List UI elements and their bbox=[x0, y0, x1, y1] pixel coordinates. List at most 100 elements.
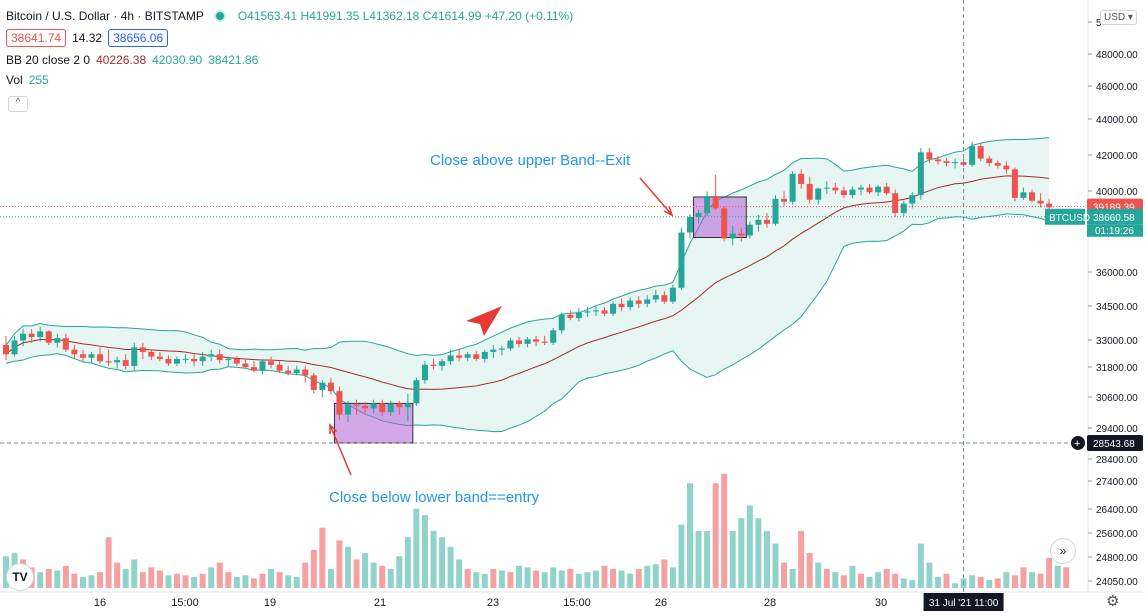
price-tick-label: 27400.00 bbox=[1096, 477, 1138, 488]
volume-bar bbox=[122, 568, 129, 588]
candle-body bbox=[421, 364, 428, 381]
volume-bar bbox=[182, 575, 189, 588]
symbol-price-tag-bg bbox=[1087, 208, 1143, 225]
volume-bar bbox=[379, 565, 386, 588]
volume-bar bbox=[71, 573, 78, 588]
plus-icon: + bbox=[1074, 438, 1080, 450]
volume-bar bbox=[815, 562, 822, 588]
candle-body bbox=[610, 303, 617, 314]
volume-bar bbox=[276, 572, 283, 588]
volume-bar bbox=[148, 567, 155, 588]
price-axis-tick: 25600.00 bbox=[1088, 529, 1138, 540]
volume-bar bbox=[310, 549, 317, 588]
volume-bar bbox=[114, 562, 121, 588]
candle-body bbox=[464, 354, 471, 358]
tradingview-logo-icon[interactable]: TV bbox=[6, 563, 34, 591]
settings-gear-icon[interactable]: ⚙ bbox=[1106, 593, 1120, 610]
candle-body bbox=[456, 355, 463, 358]
candle-body bbox=[986, 158, 993, 164]
candle-body bbox=[413, 380, 420, 404]
volume-bar bbox=[524, 567, 531, 588]
candle-body bbox=[208, 354, 215, 357]
volume-bar bbox=[250, 578, 257, 588]
candle-body bbox=[755, 219, 762, 225]
volume-bar bbox=[79, 576, 86, 588]
price-tick-label: 36000.00 bbox=[1096, 268, 1138, 279]
volume-bar bbox=[105, 537, 112, 588]
candle-body bbox=[909, 195, 916, 204]
candle-body bbox=[430, 364, 437, 366]
candle-body bbox=[122, 360, 129, 366]
candle-body bbox=[524, 339, 531, 344]
candle-body bbox=[216, 354, 223, 361]
candle-body bbox=[712, 196, 719, 209]
price-axis-tick: 40000.00 bbox=[1088, 187, 1138, 198]
price-tick-label: 40000.00 bbox=[1096, 187, 1138, 198]
symbol-tag-bg bbox=[1045, 208, 1085, 225]
sell-price-button[interactable]: 38641.74 bbox=[6, 29, 67, 47]
candle-body bbox=[558, 314, 565, 331]
candle-body bbox=[285, 370, 292, 374]
candle-body bbox=[439, 361, 446, 366]
bollinger-basis-line bbox=[5, 175, 1050, 390]
current-price-tag-text: 39189.39 bbox=[1093, 203, 1135, 214]
exit-annotation: Close above upper Band--Exit bbox=[430, 152, 631, 169]
candle-body bbox=[926, 152, 933, 160]
symbol-title[interactable]: Bitcoin / U.S. Dollar · 4h · BITSTAMP bbox=[6, 9, 204, 23]
volume-bar bbox=[789, 568, 796, 588]
price-axis-tick: 33000.00 bbox=[1088, 336, 1138, 347]
time-tick-label: 23 bbox=[487, 597, 499, 609]
price-axis-tick: 46000.00 bbox=[1088, 82, 1138, 93]
volume-bar bbox=[729, 530, 736, 588]
candle-body bbox=[781, 198, 788, 202]
buy-price-button[interactable]: 38656.06 bbox=[108, 29, 169, 47]
scroll-to-realtime-icon[interactable]: » bbox=[1050, 538, 1076, 564]
candle-body bbox=[242, 363, 249, 368]
entry-annotation: Close below lower band==entry bbox=[329, 489, 540, 506]
candle-body bbox=[669, 287, 676, 302]
chart-legend: Bitcoin / U.S. Dollar · 4h · BITSTAMP O4… bbox=[6, 6, 573, 90]
volume-bar bbox=[840, 575, 847, 588]
volume-bar bbox=[174, 573, 180, 588]
candle-body bbox=[370, 403, 377, 409]
volume-bar bbox=[969, 575, 976, 588]
volume-value: 255 bbox=[28, 73, 49, 87]
volume-bar bbox=[413, 508, 420, 588]
candle-body bbox=[345, 404, 351, 415]
volume-bar bbox=[1037, 573, 1044, 588]
volume-bar bbox=[191, 576, 198, 588]
volume-bar bbox=[370, 562, 377, 588]
candle-body bbox=[832, 187, 839, 191]
volume-bar bbox=[849, 565, 856, 588]
crosshair-price-tag-text: 28543.68 bbox=[1093, 439, 1135, 450]
candle-body bbox=[823, 187, 830, 189]
volume-bar bbox=[755, 518, 762, 588]
candle-body bbox=[815, 188, 822, 200]
candle-body bbox=[174, 358, 180, 364]
collapse-legend-icon[interactable]: ^ bbox=[8, 96, 28, 112]
bollinger-bands-label[interactable]: BB 20 close 2 0 bbox=[6, 53, 91, 67]
currency-selector[interactable]: USD ▾ bbox=[1100, 10, 1137, 25]
candle-body bbox=[952, 162, 959, 164]
countdown-bg bbox=[1087, 224, 1143, 237]
volume-bar bbox=[1003, 572, 1010, 588]
bb-upper-value: 42030.90 bbox=[152, 53, 203, 67]
volume-bar bbox=[618, 570, 625, 588]
volume-label[interactable]: Vol bbox=[6, 73, 23, 87]
candle-body bbox=[875, 186, 882, 193]
candle-body bbox=[148, 351, 155, 357]
volume-bar bbox=[285, 575, 292, 588]
volume-bar bbox=[233, 576, 240, 588]
volume-bar bbox=[516, 565, 522, 588]
volume-bar bbox=[669, 567, 676, 588]
candle-body bbox=[28, 333, 35, 338]
candle-body bbox=[199, 356, 206, 362]
volume-bar bbox=[806, 553, 813, 588]
volume-bar bbox=[627, 573, 634, 588]
volume-bar bbox=[875, 572, 882, 588]
candle-body bbox=[139, 347, 146, 352]
candle-body bbox=[1011, 169, 1018, 198]
candle-body bbox=[114, 360, 121, 363]
candle-body bbox=[79, 354, 86, 358]
